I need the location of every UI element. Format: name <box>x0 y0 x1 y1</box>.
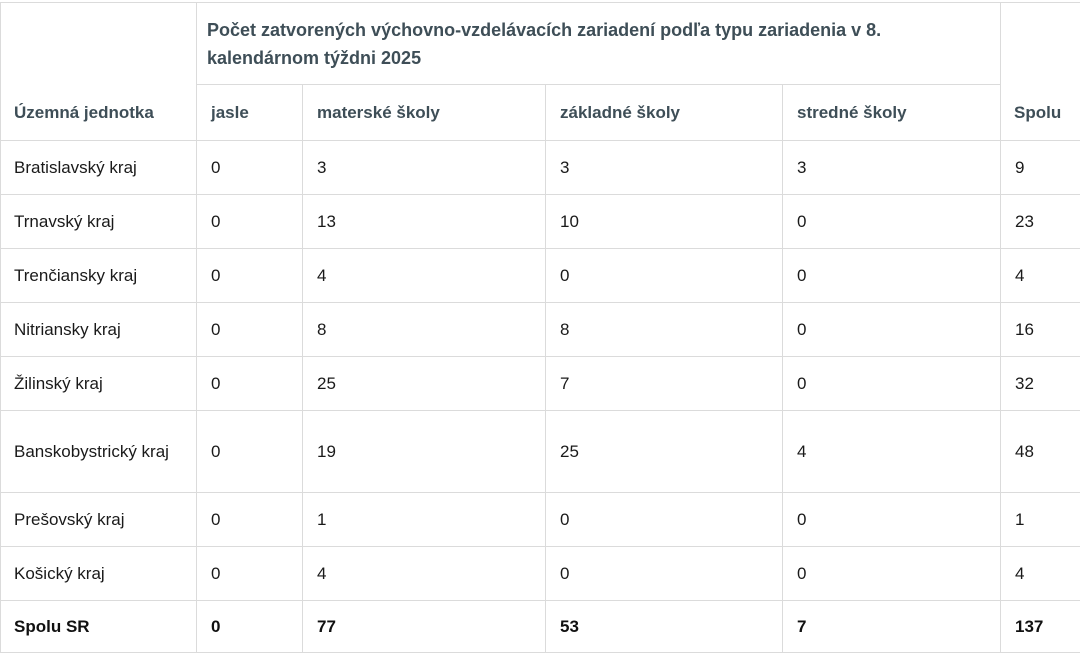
col-header-total: Spolu <box>1000 2 1080 141</box>
value-cell: 1 <box>302 492 546 547</box>
value-cell: 3 <box>545 140 783 195</box>
col-header-stredne-skoly: stredné školy <box>782 84 1001 141</box>
table-row-kosicky: Košický kraj 0 4 0 0 4 <box>0 546 1080 601</box>
table-row-bratislavsky: Bratislavský kraj 0 3 3 3 9 <box>0 140 1080 195</box>
col-header-region: Územná jednotka <box>0 2 197 141</box>
table-row-presovsky: Prešovský kraj 0 1 0 0 1 <box>0 492 1080 547</box>
value-cell: 4 <box>302 546 546 601</box>
subheader-row: jasle materské školy základné školy stre… <box>1 84 1080 141</box>
total-cell: 23 <box>1000 194 1080 249</box>
value-cell: 0 <box>196 410 303 493</box>
value-cell: 77 <box>302 600 546 653</box>
total-cell: 16 <box>1000 302 1080 357</box>
value-cell: 25 <box>545 410 783 493</box>
value-cell: 0 <box>782 248 1001 303</box>
value-cell: 0 <box>196 600 303 653</box>
value-cell: 0 <box>196 356 303 411</box>
title-row: Územná jednotka Počet zatvorených výchov… <box>0 2 1080 141</box>
table-title: Počet zatvorených výchovno-vzdelávacích … <box>196 2 1001 85</box>
value-cell: 4 <box>302 248 546 303</box>
value-cell: 8 <box>545 302 783 357</box>
value-cell: 7 <box>545 356 783 411</box>
value-cell: 19 <box>302 410 546 493</box>
value-cell: 3 <box>782 140 1001 195</box>
total-cell: 9 <box>1000 140 1080 195</box>
value-cell: 0 <box>782 546 1001 601</box>
region-cell: Nitriansky kraj <box>0 302 197 357</box>
value-cell: 25 <box>302 356 546 411</box>
table-body: Bratislavský kraj 0 3 3 3 9 Trnavský kra… <box>0 140 1080 653</box>
region-cell: Bratislavský kraj <box>0 140 197 195</box>
table-header: Územná jednotka Počet zatvorených výchov… <box>0 2 1080 141</box>
region-cell: Trenčiansky kraj <box>0 248 197 303</box>
table-row-banskobystricky: Banskobystrický kraj 0 19 25 4 48 <box>0 410 1080 493</box>
value-cell: 0 <box>196 546 303 601</box>
value-cell: 0 <box>545 248 783 303</box>
value-cell: 0 <box>196 140 303 195</box>
value-cell: 4 <box>782 410 1001 493</box>
region-cell: Košický kraj <box>0 546 197 601</box>
region-cell: Trnavský kraj <box>0 194 197 249</box>
value-cell: 10 <box>545 194 783 249</box>
col-header-jasle: jasle <box>196 84 303 141</box>
value-cell: 0 <box>782 302 1001 357</box>
total-cell: 4 <box>1000 248 1080 303</box>
region-cell: Spolu SR <box>0 600 197 653</box>
table-row-trnavsky: Trnavský kraj 0 13 10 0 23 <box>0 194 1080 249</box>
total-cell: 4 <box>1000 546 1080 601</box>
col-header-materske-skoly: materské školy <box>302 84 546 141</box>
value-cell: 0 <box>196 248 303 303</box>
value-cell: 13 <box>302 194 546 249</box>
region-cell: Žilinský kraj <box>0 356 197 411</box>
value-cell: 0 <box>545 492 783 547</box>
table-row-total-sr: Spolu SR 0 77 53 7 137 <box>0 600 1080 653</box>
value-cell: 0 <box>196 492 303 547</box>
value-cell: 0 <box>782 194 1001 249</box>
value-cell: 0 <box>782 492 1001 547</box>
value-cell: 53 <box>545 600 783 653</box>
table-row-trenciansky: Trenčiansky kraj 0 4 0 0 4 <box>0 248 1080 303</box>
region-cell: Prešovský kraj <box>0 492 197 547</box>
col-header-zakladne-skoly: základné školy <box>545 84 783 141</box>
total-cell: 1 <box>1000 492 1080 547</box>
value-cell: 0 <box>782 356 1001 411</box>
total-cell: 48 <box>1000 410 1080 493</box>
total-cell: 32 <box>1000 356 1080 411</box>
value-cell: 0 <box>545 546 783 601</box>
value-cell: 7 <box>782 600 1001 653</box>
region-cell: Banskobystrický kraj <box>0 410 197 493</box>
table-row-nitriansky: Nitriansky kraj 0 8 8 0 16 <box>0 302 1080 357</box>
value-cell: 0 <box>196 302 303 357</box>
value-cell: 0 <box>196 194 303 249</box>
value-cell: 8 <box>302 302 546 357</box>
table-row-zilinsky: Žilinský kraj 0 25 7 0 32 <box>0 356 1080 411</box>
total-cell: 137 <box>1000 600 1080 653</box>
value-cell: 3 <box>302 140 546 195</box>
